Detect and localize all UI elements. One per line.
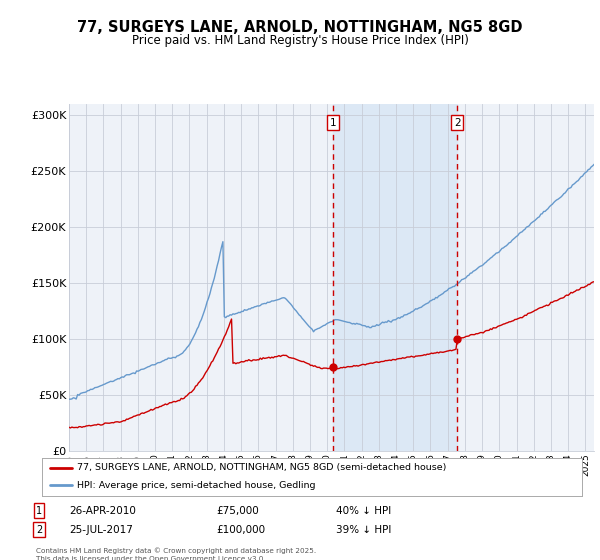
Text: 77, SURGEYS LANE, ARNOLD, NOTTINGHAM, NG5 8GD: 77, SURGEYS LANE, ARNOLD, NOTTINGHAM, NG…	[77, 20, 523, 35]
Text: Contains HM Land Registry data © Crown copyright and database right 2025.
This d: Contains HM Land Registry data © Crown c…	[36, 548, 316, 560]
Text: 77, SURGEYS LANE, ARNOLD, NOTTINGHAM, NG5 8GD (semi-detached house): 77, SURGEYS LANE, ARNOLD, NOTTINGHAM, NG…	[77, 463, 446, 472]
Bar	[333, 104, 457, 451]
Text: £100,000: £100,000	[216, 525, 265, 535]
Text: 2: 2	[36, 525, 42, 535]
Text: 26-APR-2010: 26-APR-2010	[69, 506, 136, 516]
Text: HPI: Average price, semi-detached house, Gedling: HPI: Average price, semi-detached house,…	[77, 481, 316, 490]
Text: 1: 1	[329, 118, 336, 128]
Text: 25-JUL-2017: 25-JUL-2017	[69, 525, 133, 535]
Text: Price paid vs. HM Land Registry's House Price Index (HPI): Price paid vs. HM Land Registry's House …	[131, 34, 469, 46]
Text: 1: 1	[36, 506, 42, 516]
Text: £75,000: £75,000	[216, 506, 259, 516]
Text: 2: 2	[454, 118, 461, 128]
Text: 39% ↓ HPI: 39% ↓ HPI	[336, 525, 391, 535]
Text: 40% ↓ HPI: 40% ↓ HPI	[336, 506, 391, 516]
